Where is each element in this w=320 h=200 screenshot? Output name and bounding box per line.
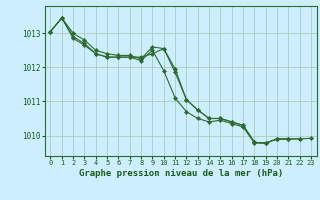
X-axis label: Graphe pression niveau de la mer (hPa): Graphe pression niveau de la mer (hPa): [79, 169, 283, 178]
